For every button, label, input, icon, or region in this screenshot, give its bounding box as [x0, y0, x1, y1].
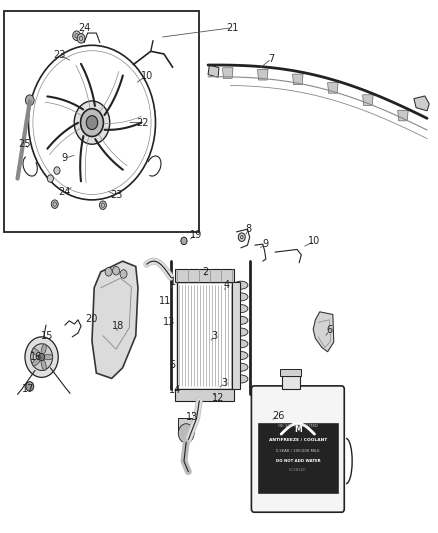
Text: 9: 9: [262, 239, 268, 249]
Polygon shape: [92, 261, 138, 378]
Text: 3: 3: [221, 378, 227, 387]
Ellipse shape: [234, 316, 248, 324]
Text: 21: 21: [226, 23, 238, 33]
Circle shape: [39, 353, 45, 361]
Polygon shape: [414, 96, 429, 111]
Text: 11: 11: [159, 296, 172, 305]
Text: 7: 7: [268, 54, 275, 63]
Text: OE-108 PREDILUTED: OE-108 PREDILUTED: [278, 424, 318, 429]
Text: 24: 24: [59, 187, 71, 197]
Text: 25: 25: [18, 139, 30, 149]
Circle shape: [31, 344, 53, 370]
Ellipse shape: [43, 354, 53, 360]
Ellipse shape: [41, 344, 46, 355]
Text: 4: 4: [224, 280, 230, 290]
Text: 14: 14: [169, 385, 181, 395]
Text: 12: 12: [212, 393, 224, 403]
Circle shape: [26, 382, 34, 391]
Ellipse shape: [234, 364, 248, 371]
Text: DO NOT ADD WATER: DO NOT ADD WATER: [276, 459, 320, 463]
Text: 5-YEAR / 100,000 MILE: 5-YEAR / 100,000 MILE: [276, 449, 320, 454]
Bar: [178, 418, 194, 433]
Text: 23: 23: [110, 190, 122, 200]
Bar: [282, 376, 300, 389]
Polygon shape: [258, 69, 268, 80]
Polygon shape: [208, 65, 219, 77]
Text: 26: 26: [272, 411, 284, 421]
Text: 3: 3: [212, 331, 218, 341]
Bar: [175, 269, 234, 282]
Polygon shape: [313, 312, 334, 352]
Text: 10: 10: [141, 71, 153, 80]
Bar: [175, 389, 234, 401]
Polygon shape: [223, 68, 233, 78]
Ellipse shape: [32, 358, 40, 366]
Circle shape: [181, 237, 187, 245]
Text: 13: 13: [162, 318, 175, 327]
Text: 17: 17: [22, 384, 35, 394]
Bar: [258, 423, 338, 493]
Ellipse shape: [234, 375, 248, 383]
Bar: [232, 282, 240, 389]
Text: 8: 8: [246, 224, 252, 234]
Text: 9: 9: [62, 154, 68, 163]
Text: 10: 10: [308, 237, 321, 246]
Text: 18: 18: [112, 321, 124, 331]
Ellipse shape: [32, 349, 40, 357]
Circle shape: [81, 109, 103, 136]
Circle shape: [74, 101, 110, 144]
Polygon shape: [363, 95, 373, 106]
Circle shape: [51, 200, 58, 208]
Ellipse shape: [234, 340, 248, 348]
Bar: [280, 369, 301, 376]
Circle shape: [77, 34, 85, 43]
Circle shape: [47, 175, 53, 182]
Circle shape: [25, 95, 34, 106]
Bar: [177, 282, 232, 389]
Text: M: M: [294, 425, 302, 434]
Text: 22: 22: [136, 118, 148, 127]
Circle shape: [178, 424, 194, 443]
Polygon shape: [398, 110, 408, 121]
Circle shape: [25, 337, 58, 377]
Circle shape: [86, 116, 98, 130]
Ellipse shape: [234, 352, 248, 359]
Text: 20: 20: [85, 314, 97, 324]
Ellipse shape: [41, 359, 46, 370]
Text: 16: 16: [30, 352, 42, 362]
Circle shape: [54, 167, 60, 174]
Ellipse shape: [234, 293, 248, 301]
Circle shape: [238, 233, 245, 241]
Text: 13: 13: [186, 412, 198, 422]
Text: 19: 19: [190, 230, 202, 239]
Ellipse shape: [234, 304, 248, 312]
Circle shape: [99, 201, 106, 209]
Circle shape: [120, 270, 127, 278]
Ellipse shape: [234, 328, 248, 336]
Text: 15: 15: [41, 331, 53, 341]
Text: LICENSED: LICENSED: [289, 468, 307, 472]
Polygon shape: [293, 74, 303, 85]
Text: ANTIFREEZE / COOLANT: ANTIFREEZE / COOLANT: [269, 438, 327, 442]
Circle shape: [105, 268, 112, 276]
Bar: [4, 11, 199, 232]
Text: 24: 24: [78, 23, 91, 33]
Text: 23: 23: [53, 50, 65, 60]
Text: 2: 2: [202, 267, 208, 277]
Circle shape: [73, 31, 81, 41]
FancyBboxPatch shape: [251, 386, 344, 512]
Polygon shape: [328, 83, 338, 93]
Text: 1: 1: [170, 278, 176, 287]
Text: 5: 5: [169, 360, 175, 369]
Circle shape: [113, 266, 120, 275]
Text: 6: 6: [327, 326, 333, 335]
Ellipse shape: [234, 281, 248, 289]
